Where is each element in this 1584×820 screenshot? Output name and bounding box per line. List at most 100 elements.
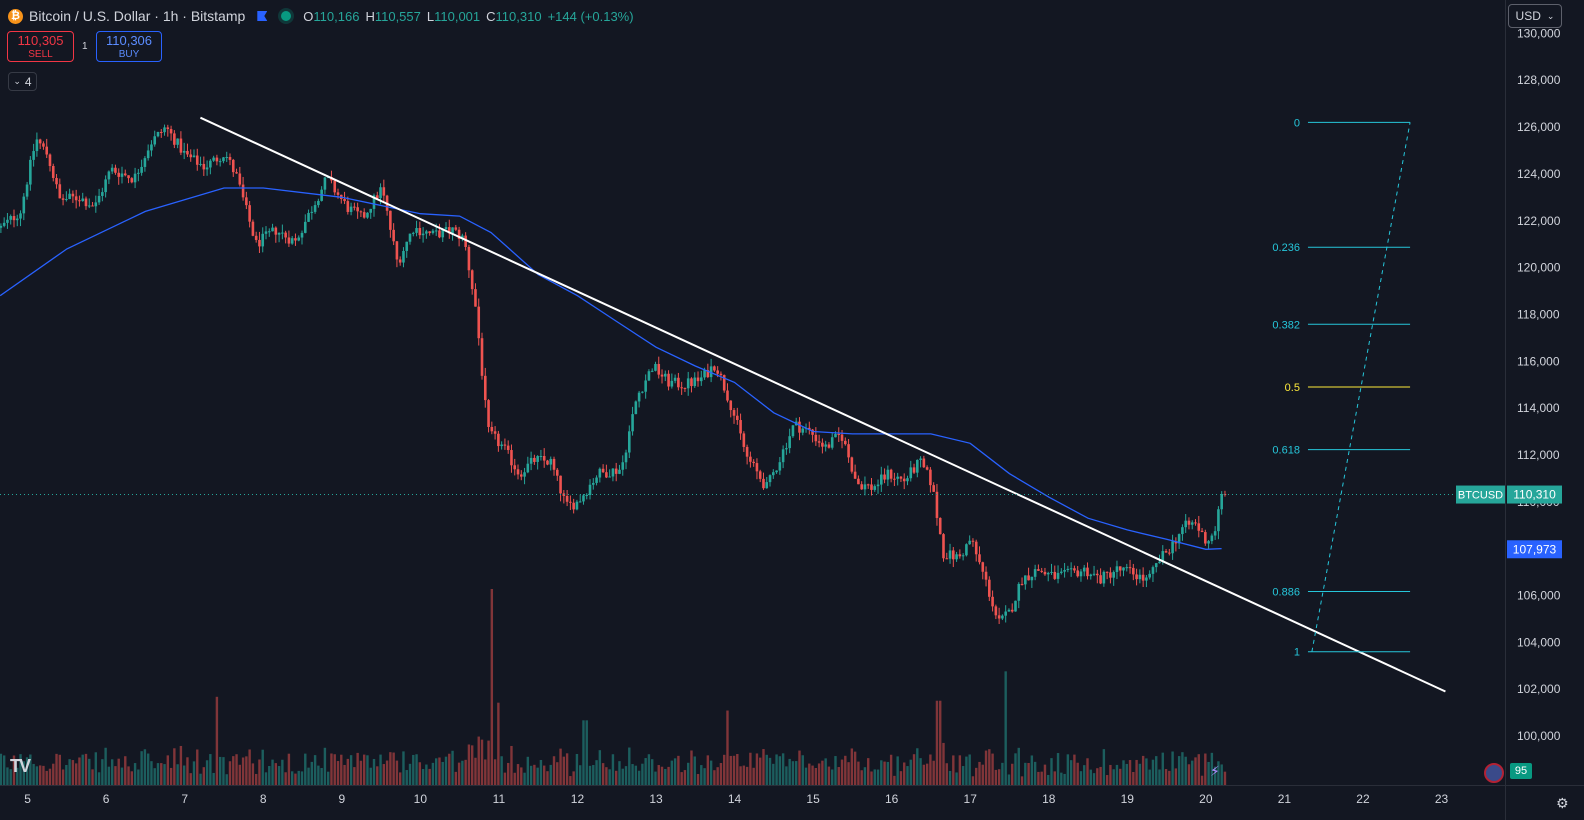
y-tick-label: 118,000 <box>1517 307 1560 321</box>
candle-body <box>1066 568 1070 570</box>
candle-body <box>814 434 818 442</box>
volume-bar <box>673 758 677 785</box>
volume-bar <box>68 759 71 785</box>
buy-button[interactable]: 110,306 BUY <box>96 31 162 62</box>
candle-body <box>114 167 117 173</box>
candle-body <box>955 554 958 560</box>
candle-body <box>0 225 3 228</box>
x-tick-label: 17 <box>964 792 978 806</box>
volume-bar <box>1063 773 1066 785</box>
volume-bar <box>647 754 651 785</box>
candle-body <box>297 237 301 241</box>
volume-bar <box>1030 755 1034 785</box>
candle-body <box>1141 574 1145 581</box>
volume-bar <box>1066 754 1070 785</box>
volume-bar <box>1177 756 1181 785</box>
volume-bar <box>218 756 222 785</box>
notification-badge[interactable]: 95 <box>1510 763 1532 779</box>
candle-body <box>300 232 304 238</box>
volume-bar <box>700 765 703 785</box>
candle-body <box>146 150 150 159</box>
volume-bar <box>32 763 35 785</box>
candle-body <box>889 469 893 479</box>
volume-bar <box>883 761 886 785</box>
candle-body <box>739 420 742 434</box>
candle-body <box>209 160 212 168</box>
candle-body <box>271 227 274 232</box>
candle-body <box>860 484 863 490</box>
volume-bar <box>1007 774 1011 785</box>
volume-bar <box>1001 762 1004 785</box>
volume-bar <box>520 767 523 785</box>
candle-body <box>847 444 850 458</box>
indicators-toggle[interactable]: ⌄ 4 <box>8 72 37 91</box>
x-tick-label: 15 <box>806 792 820 806</box>
candle-body <box>670 380 674 387</box>
symbol-title[interactable]: Bitcoin / U.S. Dollar · 1h · Bitstamp <box>29 8 246 24</box>
candle-body <box>614 468 618 474</box>
candle-body <box>624 452 628 463</box>
volume-bar <box>199 773 202 785</box>
volume-bar <box>205 760 209 785</box>
candle-body <box>621 462 625 470</box>
chart-header: ₿ Bitcoin / U.S. Dollar · 1h · Bitstamp … <box>8 6 634 26</box>
candle-body <box>1138 574 1142 580</box>
volume-bar <box>1135 759 1138 785</box>
lightning-alert-icon[interactable]: ⚡ <box>1210 763 1220 779</box>
volume-bar <box>588 765 592 785</box>
volume-bar <box>1053 771 1056 785</box>
sell-button[interactable]: 110,305 SELL <box>7 31 74 62</box>
candle-body <box>657 363 661 375</box>
volume-bar <box>827 766 831 785</box>
volume-bar <box>202 767 206 785</box>
candle-body <box>611 468 615 477</box>
x-tick-label: 21 <box>1278 792 1292 806</box>
fib-level-label: 0 <box>1294 117 1300 129</box>
candle-body <box>137 172 140 174</box>
volume-bar <box>716 767 719 785</box>
candle-body <box>408 233 412 242</box>
volume-bar <box>605 767 608 785</box>
candle-body <box>1145 577 1148 581</box>
candle-body <box>765 482 769 489</box>
fib-trend-line <box>1311 122 1411 652</box>
volume-bar <box>510 745 513 785</box>
candle-body <box>546 460 549 465</box>
volume-bar <box>1125 763 1128 785</box>
candle-body <box>94 202 98 207</box>
volume-bar <box>736 753 739 785</box>
candle-body <box>451 227 454 234</box>
volume-bar <box>523 772 526 785</box>
candle-body <box>974 541 978 555</box>
candle-body <box>45 146 49 155</box>
gear-icon[interactable]: ⚙ <box>1556 795 1569 811</box>
candle-body <box>1040 570 1043 572</box>
candle-body <box>205 167 209 170</box>
volume-bar <box>1092 773 1096 785</box>
volume-bar <box>1105 775 1109 785</box>
volume-bar <box>768 757 772 785</box>
candle-body <box>1053 571 1057 579</box>
currency-select[interactable]: USD ⌄ <box>1508 4 1562 28</box>
ohlc-key: C <box>486 8 496 24</box>
tradingview-logo[interactable]: TV <box>10 756 31 776</box>
fib-level-label: 0.236 <box>1272 242 1300 254</box>
volume-bar <box>978 761 981 785</box>
volume-bar <box>654 771 657 785</box>
candle-body <box>1024 575 1027 585</box>
candle-body <box>683 387 687 389</box>
us-flag-icon[interactable] <box>1484 763 1504 783</box>
candle-body <box>863 484 867 490</box>
volume-bar <box>657 765 660 785</box>
candle-body <box>958 554 962 557</box>
candle-body <box>660 374 664 377</box>
candle-body <box>1213 531 1217 536</box>
volume-bar <box>333 754 336 785</box>
candle-body <box>1027 575 1030 581</box>
candle-body <box>395 241 399 260</box>
ohlc-item: C110,310 <box>486 9 541 24</box>
flag-icon[interactable] <box>257 11 268 21</box>
candle-body <box>38 139 42 144</box>
candle-body <box>1082 567 1086 572</box>
